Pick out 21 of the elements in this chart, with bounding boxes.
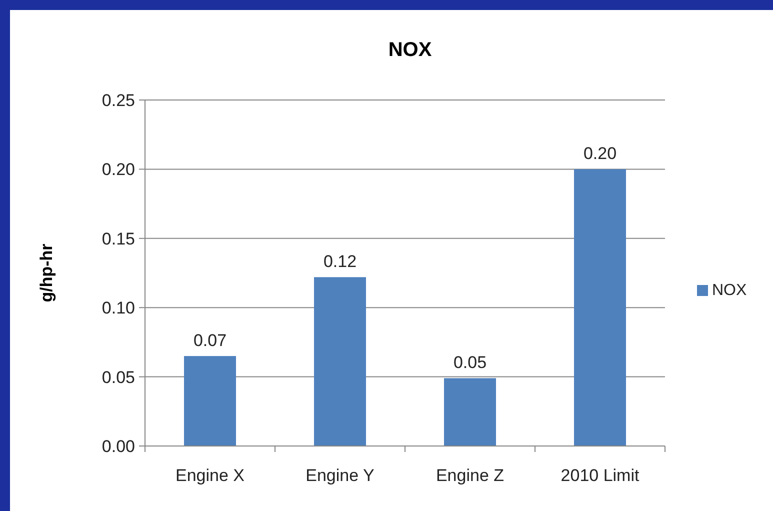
x-tick-label: 2010 Limit (560, 466, 640, 485)
data-label: 0.05 (453, 353, 487, 372)
y-tick-label: 0.10 (102, 298, 135, 318)
y-tick-label: 0.05 (102, 368, 135, 387)
y-axis-title: g/hp-hr (37, 243, 56, 302)
data-label: 0.12 (323, 252, 357, 272)
x-tick-label: Engine Z (436, 466, 504, 485)
data-label: 0.07 (193, 331, 227, 350)
y-tick-label: 0.15 (102, 229, 135, 248)
y-tick-label: 0.00 (102, 436, 135, 456)
legend-label: NOX (712, 282, 747, 299)
y-tick-label: 0.20 (102, 160, 135, 180)
x-tick-label: Engine X (176, 466, 244, 485)
y-tick-label: 0.25 (102, 90, 135, 110)
data-label: 0.20 (583, 144, 617, 164)
bar (314, 277, 366, 446)
x-tick-label: Engine Y (306, 466, 374, 485)
bar (444, 378, 496, 446)
chart-title: NOX (388, 39, 432, 61)
bar (574, 169, 626, 446)
bar (184, 356, 236, 446)
